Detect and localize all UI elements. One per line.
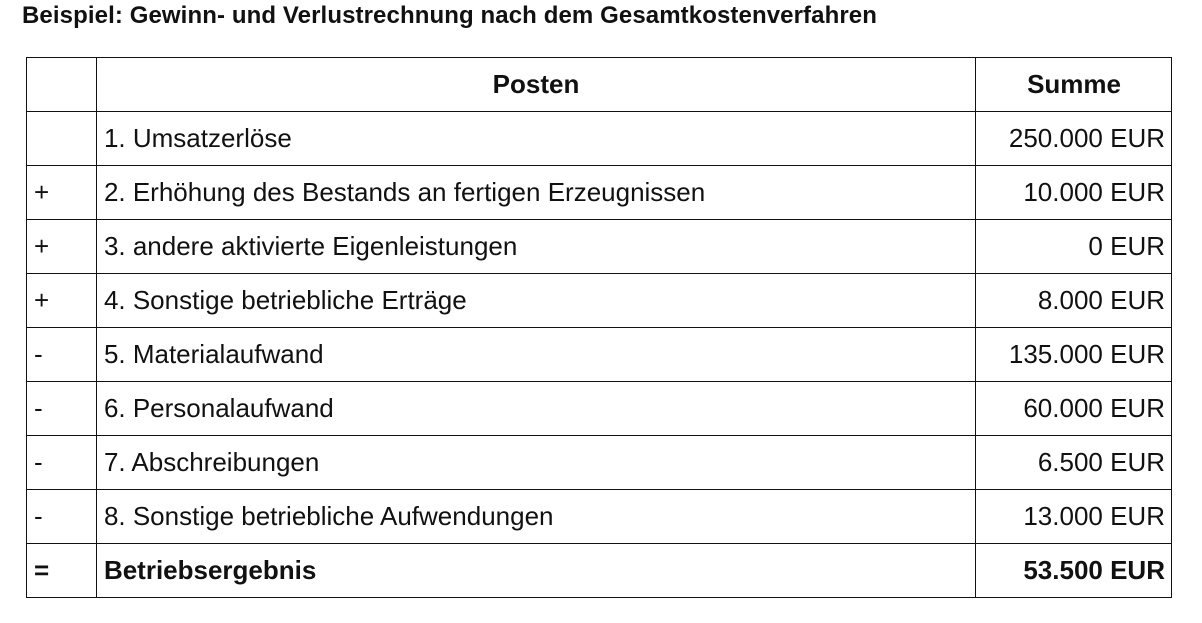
total-item: Betriebsergebnis xyxy=(95,543,977,598)
row-sum: 250.000 EUR xyxy=(975,111,1172,166)
table-row: +3. andere aktivierte Eigenleistungen 0 E… xyxy=(26,219,1172,274)
row-operator xyxy=(26,111,97,166)
header-posten: Posten xyxy=(95,57,977,112)
row-sum: 6.500 EUR xyxy=(975,435,1172,490)
row-item: 4. Sonstige betriebliche Erträge xyxy=(95,273,977,328)
row-operator: + xyxy=(26,273,97,328)
row-sum: 13.000 EUR xyxy=(975,489,1172,544)
row-item: 2. Erhöhung des Bestands an fertigen Erz… xyxy=(95,165,977,220)
table-row: -6. Personalaufwand 60.000 EUR xyxy=(26,381,1172,436)
row-operator: - xyxy=(26,489,97,544)
row-operator: + xyxy=(26,219,97,274)
total-operator: = xyxy=(26,543,97,598)
row-sum: 0 EUR xyxy=(975,219,1172,274)
table-row: +4. Sonstige betriebliche Erträge 8.000 E… xyxy=(26,273,1172,328)
row-operator: - xyxy=(26,327,97,382)
table-row: -8. Sonstige betriebliche Aufwendungen 13… xyxy=(26,489,1172,544)
table-header-row: Posten Summe xyxy=(26,57,1172,112)
total-row: = Betriebsergebnis 53.500 EUR xyxy=(26,543,1172,598)
row-sum: 135.000 EUR xyxy=(975,327,1172,382)
row-sum: 10.000 EUR xyxy=(975,165,1172,220)
row-operator: + xyxy=(26,165,97,220)
row-item: 5. Materialaufwand xyxy=(95,327,977,382)
table-row: 1. Umsatzerlöse 250.000 EUR xyxy=(26,111,1172,166)
row-sum: 8.000 EUR xyxy=(975,273,1172,328)
header-operator xyxy=(26,57,97,112)
row-operator: - xyxy=(26,381,97,436)
page-title: Beispiel: Gewinn- und Verlustrechnung na… xyxy=(22,2,878,29)
income-statement-table: Posten Summe 1. Umsatzerlöse 250.000 EUR +… xyxy=(26,57,1172,598)
row-operator: - xyxy=(26,435,97,490)
row-item: 6. Personalaufwand xyxy=(95,381,977,436)
row-item: 7. Abschreibungen xyxy=(95,435,977,490)
table-row: -5. Materialaufwand 135.000 EUR xyxy=(26,327,1172,382)
total-sum: 53.500 EUR xyxy=(975,543,1172,598)
row-item: 8. Sonstige betriebliche Aufwendungen xyxy=(95,489,977,544)
row-sum: 60.000 EUR xyxy=(975,381,1172,436)
row-item: 1. Umsatzerlöse xyxy=(95,111,977,166)
table-row: -7. Abschreibungen 6.500 EUR xyxy=(26,435,1172,490)
header-summe: Summe xyxy=(975,57,1172,112)
table-row: +2. Erhöhung des Bestands an fertigen Er… xyxy=(26,165,1172,220)
row-item: 3. andere aktivierte Eigenleistungen xyxy=(95,219,977,274)
